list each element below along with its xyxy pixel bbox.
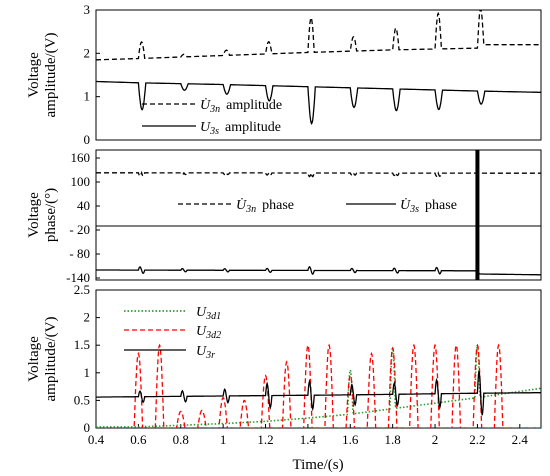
y-axis-label: Voltageamplitude/(V) [26,33,59,118]
y-tick-label: 2.5 [74,282,90,297]
y-tick-label: 0 [84,420,91,435]
y-tick-label: 40 [77,198,90,213]
series-line-u3n-phase [96,170,541,178]
y-tick-label: 2 [84,45,91,60]
x-tick-label: 1 [220,432,227,447]
plot-area [96,150,541,280]
y-tick-label: 0.5 [74,392,90,407]
series-line-u3r [96,370,541,416]
x-tick-label: 2 [432,432,439,447]
phase-spike [475,150,480,280]
x-tick-label: 0.6 [130,432,147,447]
x-tick-label: 1.6 [342,432,359,447]
series-line-u3s-amplitude [96,80,541,125]
plot-frame [95,149,542,281]
x-tick-label: 2.2 [469,432,485,447]
panel-bottom-amplitude: 0 0.5 1 1.5 2 2.5 0.4 0.6 0.8 1 1.2 1.4 1.6 1.8 2 2.2 2.… [26,282,542,447]
y-tick-label: 160 [71,150,91,165]
plot-area [96,343,541,428]
plot-frame [95,289,542,429]
y-axis-label: Voltageamplitude/(V) [26,317,59,402]
x-tick-label: 1.2 [257,432,273,447]
x-tick-label: 1.4 [300,432,317,447]
x-tick-label: 0.8 [173,432,189,447]
x-tick-label: 2.4 [512,432,529,447]
y-tick-label: 2 [84,310,91,325]
series-line-u3n-amplitude [96,10,541,61]
legend-label: U̇3n amplitude [200,97,282,115]
y-tick-label: 1 [84,89,91,104]
y-tick-label: - 80 [69,246,90,261]
series-line-u3d1 [96,344,541,428]
legend-label: U3r [196,344,215,361]
legend-label: U̇3s phase [400,197,457,215]
x-tick-label: 0.4 [88,432,105,447]
series-line-u3d2 [96,343,541,428]
legend-label: U̇3n phase [236,197,294,215]
plot-frame [95,9,542,141]
panel-middle-phase: 160 100 40 - 20 - 80 -140 Voltagephase/(°) U̇3n… [26,149,542,285]
plot-area [96,10,541,125]
y-tick-label: 100 [71,174,91,189]
panel-top-amplitude: 0 1 2 3 Voltageamplitude/(V) U̇3n amplitude U3s… [26,2,542,147]
y-tick-label: 0 [84,132,91,147]
legend-label: U3s amplitude [200,120,281,137]
y-tick-label: 1.5 [74,337,90,352]
series-line-u3s-phase [96,265,541,276]
legend-label: U3d1 [196,305,221,322]
x-tick-label: 1.8 [385,432,401,447]
x-axis-label: Time/(s) [292,457,343,473]
y-axis-label: Voltagephase/(°) [26,188,59,242]
y-tick-label: -140 [66,270,90,285]
y-tick-label: 1 [84,365,91,380]
y-tick-label: - 20 [69,222,90,237]
legend-label: U3d2 [196,324,221,341]
y-tick-label: 3 [84,2,91,17]
